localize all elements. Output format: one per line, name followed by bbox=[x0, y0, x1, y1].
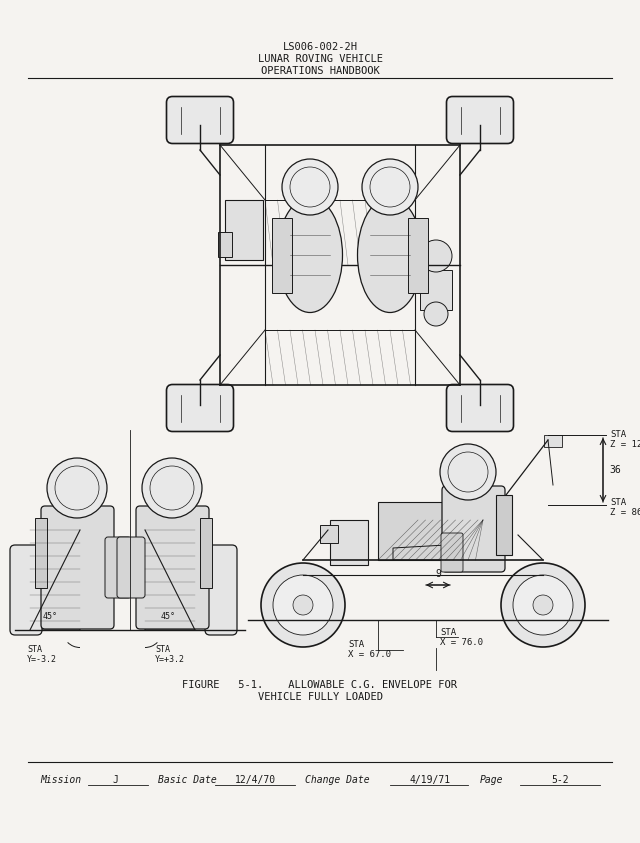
FancyBboxPatch shape bbox=[205, 545, 237, 635]
FancyBboxPatch shape bbox=[166, 96, 234, 143]
Polygon shape bbox=[393, 545, 446, 560]
Text: OPERATIONS HANDBOOK: OPERATIONS HANDBOOK bbox=[260, 66, 380, 76]
FancyBboxPatch shape bbox=[105, 537, 131, 598]
Text: STA: STA bbox=[440, 628, 456, 637]
FancyBboxPatch shape bbox=[136, 506, 209, 629]
Polygon shape bbox=[145, 530, 195, 630]
Bar bbox=[272, 218, 292, 293]
FancyBboxPatch shape bbox=[447, 96, 513, 143]
FancyBboxPatch shape bbox=[166, 384, 234, 432]
Text: J: J bbox=[112, 775, 118, 785]
Text: Z = 122.25: Z = 122.25 bbox=[610, 440, 640, 449]
Text: STA: STA bbox=[610, 430, 626, 439]
Text: Page: Page bbox=[480, 775, 504, 785]
Circle shape bbox=[293, 595, 313, 615]
Ellipse shape bbox=[358, 197, 422, 313]
Text: Basic Date: Basic Date bbox=[158, 775, 217, 785]
Text: 45°: 45° bbox=[161, 612, 175, 621]
Text: VEHICLE FULLY LOADED: VEHICLE FULLY LOADED bbox=[257, 692, 383, 702]
Circle shape bbox=[362, 159, 418, 215]
FancyBboxPatch shape bbox=[447, 384, 513, 432]
Ellipse shape bbox=[278, 197, 342, 313]
Circle shape bbox=[424, 302, 448, 326]
Text: X = 67.0: X = 67.0 bbox=[348, 650, 391, 659]
Text: Change Date: Change Date bbox=[305, 775, 370, 785]
Circle shape bbox=[533, 595, 553, 615]
Bar bbox=[218, 232, 232, 257]
Text: Z = 86.25: Z = 86.25 bbox=[610, 508, 640, 517]
Text: Y=+3.2: Y=+3.2 bbox=[155, 655, 185, 664]
Circle shape bbox=[47, 458, 107, 518]
Text: STA: STA bbox=[155, 645, 170, 654]
Bar bbox=[320, 525, 338, 543]
Text: X = 76.0: X = 76.0 bbox=[440, 638, 483, 647]
Bar bbox=[35, 518, 47, 588]
FancyBboxPatch shape bbox=[441, 533, 463, 572]
Circle shape bbox=[501, 563, 585, 647]
Text: 36: 36 bbox=[609, 465, 621, 475]
Bar bbox=[496, 495, 512, 555]
Text: 45°: 45° bbox=[42, 612, 58, 621]
Circle shape bbox=[142, 458, 202, 518]
Bar bbox=[200, 518, 212, 588]
FancyBboxPatch shape bbox=[442, 486, 505, 572]
Text: Mission: Mission bbox=[40, 775, 81, 785]
Circle shape bbox=[440, 444, 496, 500]
Text: 4/19/71: 4/19/71 bbox=[410, 775, 451, 785]
Bar bbox=[408, 218, 428, 293]
FancyBboxPatch shape bbox=[10, 545, 42, 635]
Text: 12/4/70: 12/4/70 bbox=[234, 775, 276, 785]
Circle shape bbox=[513, 575, 573, 635]
Circle shape bbox=[420, 240, 452, 272]
Text: LS006-002-2H: LS006-002-2H bbox=[282, 42, 358, 52]
Text: STA: STA bbox=[27, 645, 42, 654]
Bar bbox=[420, 270, 452, 310]
Bar bbox=[330, 520, 368, 565]
Circle shape bbox=[282, 159, 338, 215]
Text: FIGURE   5-1.    ALLOWABLE C.G. ENVELOPE FOR: FIGURE 5-1. ALLOWABLE C.G. ENVELOPE FOR bbox=[182, 680, 458, 690]
FancyBboxPatch shape bbox=[117, 537, 145, 598]
FancyBboxPatch shape bbox=[41, 506, 114, 629]
Bar bbox=[544, 435, 562, 447]
Text: STA: STA bbox=[348, 640, 364, 649]
Text: 9: 9 bbox=[435, 569, 441, 579]
Polygon shape bbox=[30, 530, 80, 630]
Bar bbox=[225, 200, 263, 260]
Circle shape bbox=[273, 575, 333, 635]
Circle shape bbox=[261, 563, 345, 647]
Text: 5-2: 5-2 bbox=[551, 775, 569, 785]
Text: LUNAR ROVING VEHICLE: LUNAR ROVING VEHICLE bbox=[257, 54, 383, 64]
Text: Y=-3.2: Y=-3.2 bbox=[27, 655, 57, 664]
Text: STA: STA bbox=[610, 498, 626, 507]
Polygon shape bbox=[378, 502, 483, 560]
